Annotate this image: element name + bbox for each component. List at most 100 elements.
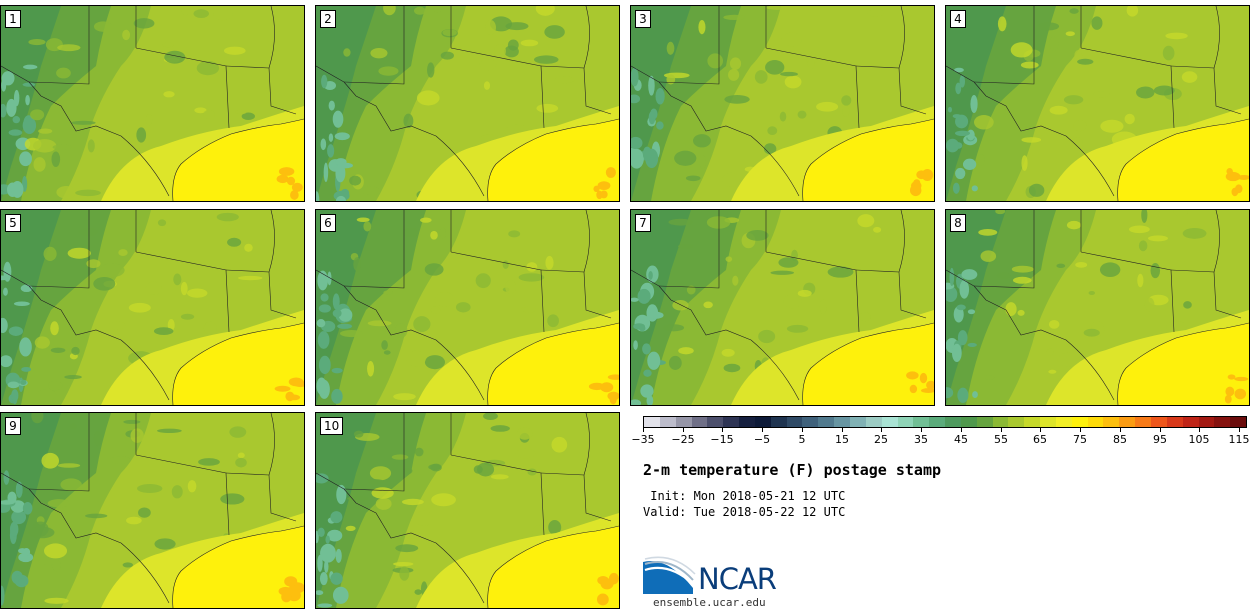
init-time: Init: Mon 2018-05-21 12 UTC — [643, 489, 846, 503]
colorbar-swatch — [1119, 417, 1136, 427]
colorbar-swatch — [1103, 417, 1120, 427]
colorbar-swatch — [739, 417, 755, 427]
plot-title: 2-m temperature (F) postage stamp — [643, 461, 942, 479]
temperature-map — [316, 210, 619, 405]
colorbar-swatch — [1008, 417, 1025, 427]
ncar-logo-icon — [643, 556, 696, 594]
colorbar-swatch — [1055, 417, 1072, 427]
logo-url: ensemble.ucar.edu — [653, 596, 766, 609]
colorbar-swatch — [1198, 417, 1215, 427]
colorbar-tick — [1001, 428, 1002, 432]
colorbar-tick-label: 115 — [1228, 433, 1250, 446]
colorbar-tick-label: 95 — [1153, 433, 1167, 446]
temperature-map — [946, 210, 1249, 405]
colorbar-swatch — [865, 417, 882, 427]
colorbar-tick-label: 5 — [798, 433, 806, 446]
colorbar-tick-label: −35 — [631, 433, 655, 446]
temperature-colorbar — [643, 416, 1247, 428]
colorbar-swatch — [881, 417, 898, 427]
colorbar-swatch — [945, 417, 961, 427]
colorbar-swatch — [754, 417, 771, 427]
temperature-map — [946, 6, 1249, 201]
colorbar-tick-label: 65 — [1033, 433, 1047, 446]
colorbar-tick-label: 15 — [835, 433, 849, 446]
member-panel-3: 3 — [630, 5, 935, 202]
colorbar-swatch — [707, 417, 724, 427]
member-label: 10 — [320, 417, 344, 435]
member-label: 1 — [5, 10, 21, 28]
colorbar-swatch — [770, 417, 787, 427]
member-panel-7: 7 — [630, 209, 935, 406]
colorbar-tick — [921, 428, 922, 432]
colorbar-tick — [643, 428, 644, 432]
colorbar-swatch — [818, 417, 835, 427]
colorbar-tick — [1160, 428, 1161, 432]
colorbar-swatch — [644, 417, 660, 427]
colorbar-swatch — [675, 417, 692, 427]
member-panel-4: 4 — [945, 5, 1250, 202]
colorbar-swatch — [802, 417, 819, 427]
colorbar-tick-label: 105 — [1188, 433, 1210, 446]
member-panel-5: 5 — [0, 209, 305, 406]
colorbar-swatch — [834, 417, 850, 427]
colorbar-swatch — [723, 417, 740, 427]
temperature-map — [1, 210, 304, 405]
member-label: 8 — [950, 214, 966, 232]
member-panel-8: 8 — [945, 209, 1250, 406]
colorbar-tick — [1040, 428, 1041, 432]
colorbar-tick-label: −25 — [671, 433, 695, 446]
colorbar-tick — [1239, 428, 1240, 432]
colorbar-swatch — [1214, 417, 1231, 427]
colorbar-tick-label: −15 — [710, 433, 734, 446]
colorbar-tick — [1080, 428, 1081, 432]
colorbar-swatch — [659, 417, 676, 427]
logo-wordmark: NCAR — [698, 562, 777, 596]
colorbar-swatch — [786, 417, 803, 427]
colorbar-swatch — [691, 417, 708, 427]
colorbar-swatch — [1182, 417, 1199, 427]
member-label: 5 — [5, 214, 21, 232]
member-label: 3 — [635, 10, 651, 28]
colorbar-tick-label: 45 — [954, 433, 968, 446]
colorbar-tick — [842, 428, 843, 432]
temperature-map — [1, 6, 304, 201]
colorbar-swatch — [1135, 417, 1151, 427]
temperature-map — [316, 413, 619, 608]
colorbar-tick-label: 85 — [1113, 433, 1127, 446]
member-panel-6: 6 — [315, 209, 620, 406]
colorbar-swatch — [929, 417, 946, 427]
member-label: 7 — [635, 214, 651, 232]
colorbar-swatch — [1040, 417, 1056, 427]
colorbar-swatch — [1151, 417, 1167, 427]
colorbar-swatch — [976, 417, 993, 427]
member-label: 6 — [320, 214, 336, 232]
colorbar-tick — [881, 428, 882, 432]
colorbar-tick — [762, 428, 763, 432]
colorbar-tick-label: 25 — [874, 433, 888, 446]
valid-time: Valid: Tue 2018-05-22 12 UTC — [643, 505, 846, 519]
colorbar-swatch — [1166, 417, 1183, 427]
colorbar-swatch — [960, 417, 977, 427]
member-label: 4 — [950, 10, 966, 28]
colorbar-tick — [802, 428, 803, 432]
temperature-map — [631, 6, 934, 201]
colorbar-swatch — [1087, 417, 1104, 427]
colorbar-tick-label: −5 — [753, 433, 771, 446]
member-panel-1: 1 — [0, 5, 305, 202]
member-label: 2 — [320, 10, 336, 28]
colorbar-ticks: −35 −25 −15 −5 5 15 25 35 45 55 65 75 85 95 105 115 — [631, 428, 1250, 448]
colorbar-swatch — [897, 417, 914, 427]
member-panel-9: 9 — [0, 412, 305, 609]
temperature-map — [1, 413, 304, 608]
colorbar-swatch — [1024, 417, 1041, 427]
colorbar-swatch — [1230, 417, 1247, 427]
colorbar-tick — [683, 428, 684, 432]
colorbar-tick — [722, 428, 723, 432]
colorbar-swatch — [1071, 417, 1088, 427]
colorbar-tick — [1199, 428, 1200, 432]
temperature-map — [631, 210, 934, 405]
temperature-map — [316, 6, 619, 201]
member-panel-10: 10 — [315, 412, 620, 609]
member-panel-2: 2 — [315, 5, 620, 202]
colorbar-tick-label: 35 — [914, 433, 928, 446]
